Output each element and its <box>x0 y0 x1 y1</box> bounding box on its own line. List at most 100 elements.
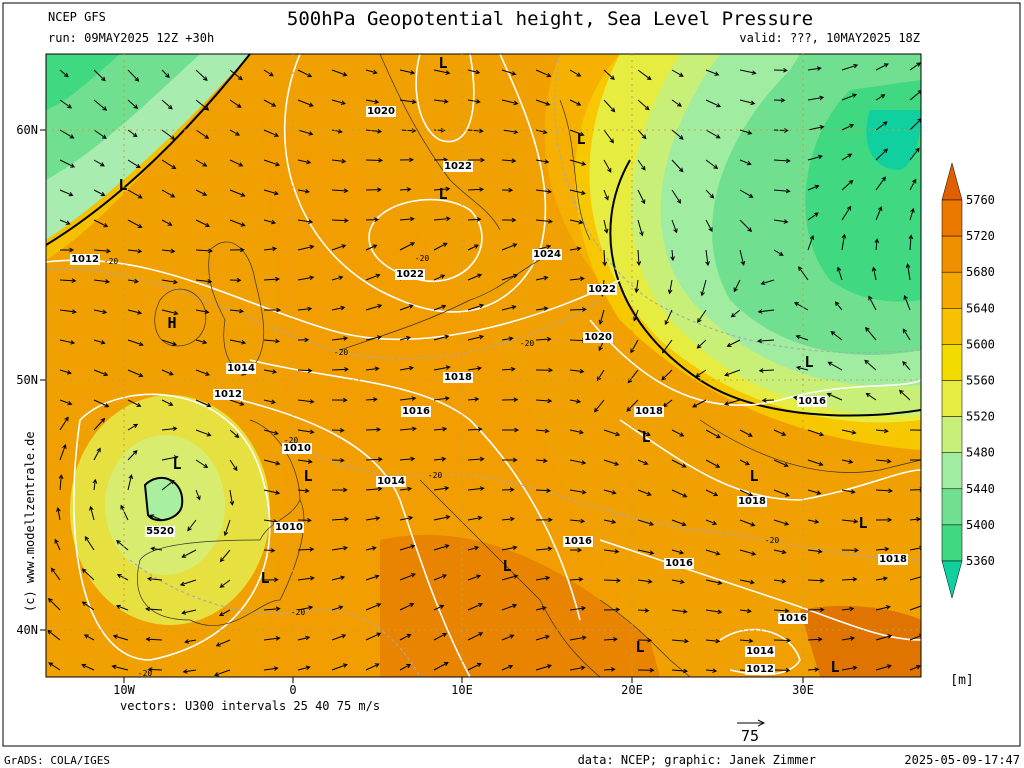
wind-arrow <box>150 546 163 552</box>
wind-arrow <box>331 305 346 311</box>
wind-arrow <box>875 576 888 581</box>
wind-arrow <box>467 303 485 311</box>
pressure-label: 1016 <box>779 613 807 624</box>
wind-arrow <box>365 335 382 341</box>
wind-arrow <box>297 244 315 251</box>
wind-arrow <box>229 99 242 108</box>
wind-arrow <box>59 69 69 78</box>
wind-arrow <box>865 326 877 341</box>
wind-arrow <box>723 399 741 406</box>
wind-arrow <box>93 399 110 408</box>
pressure-label-box <box>443 372 473 383</box>
temperature-label: -20 <box>415 254 430 263</box>
pressure-center: L <box>830 658 839 676</box>
wind-arrow <box>81 663 95 671</box>
wind-arrow <box>739 189 754 198</box>
wind-arrow <box>93 129 107 139</box>
wind-arrow <box>365 516 381 521</box>
wind-arrow <box>695 369 707 378</box>
wind-arrow <box>115 604 129 611</box>
wind-arrow <box>47 597 61 611</box>
wind-arrow <box>535 488 552 493</box>
wind-arrow <box>59 278 77 284</box>
wind-arrow <box>827 361 843 371</box>
wind-arrow <box>229 429 240 438</box>
wind-arrow <box>399 335 411 341</box>
wind-arrow <box>501 336 514 342</box>
wind-arrow <box>569 276 585 282</box>
wind-arrow <box>127 450 138 461</box>
wind-arrow <box>467 187 485 192</box>
wind-arrow <box>263 189 279 196</box>
wind-arrow <box>671 579 685 585</box>
wind-arrow <box>841 63 859 71</box>
wind-arrow <box>757 338 775 344</box>
wind-arrow <box>603 129 614 144</box>
wind-arrow <box>399 304 414 311</box>
wind-arrow <box>263 159 281 167</box>
wind-arrow <box>637 489 652 496</box>
wind-arrow <box>195 219 211 227</box>
wind-arrow <box>908 234 914 251</box>
wind-arrow <box>297 69 313 78</box>
wind-arrow <box>229 459 238 472</box>
pressure-label-box <box>401 406 431 417</box>
wind-arrow <box>807 549 823 554</box>
wind-arrow <box>263 459 281 466</box>
pressure-label-box <box>532 249 562 260</box>
pressure-label-box <box>878 554 908 565</box>
wind-arrow <box>263 548 276 553</box>
wind-arrow <box>229 189 246 197</box>
wind-arrow <box>263 666 279 671</box>
wind-arrow <box>773 459 789 467</box>
temperature-label: -20 <box>428 471 443 480</box>
wind-arrow <box>93 159 105 167</box>
wind-arrow <box>841 123 855 131</box>
wind-arrow <box>661 369 673 381</box>
wind-arrow <box>535 336 552 342</box>
wind-arrow <box>626 399 639 412</box>
wind-arrow <box>909 576 921 581</box>
pressure-label-box <box>737 496 767 507</box>
wind-arrow <box>433 604 445 611</box>
wind-arrow <box>773 429 787 436</box>
pressure-label: 1022 <box>444 161 472 172</box>
wind-arrow <box>875 634 893 641</box>
pressure-label-box <box>745 664 775 675</box>
wind-arrow <box>331 367 350 372</box>
wind-arrow <box>331 188 349 194</box>
pressure-center: L <box>260 569 269 587</box>
wind-arrow <box>93 248 111 254</box>
wind-arrow <box>219 579 231 588</box>
wind-arrow <box>733 279 741 293</box>
wind-arrow <box>93 99 108 111</box>
wind-arrow <box>757 309 775 314</box>
wind-arrow <box>535 129 548 135</box>
wind-arrow <box>569 159 587 166</box>
wind-arrow <box>161 399 174 406</box>
wind-arrow <box>331 605 344 611</box>
wind-arrow <box>569 635 587 641</box>
wind-arrow <box>807 66 822 71</box>
wind-arrow <box>59 369 72 375</box>
wind-arrow <box>331 69 348 77</box>
colorbar-cap <box>941 162 963 201</box>
wind-arrow <box>705 668 718 674</box>
wind-arrow <box>667 279 673 295</box>
wind-arrow <box>399 426 417 432</box>
wind-arrow <box>331 218 349 223</box>
colorbar-segment <box>941 380 963 417</box>
wind-arrow <box>501 243 518 251</box>
wind-arrow <box>594 399 605 413</box>
wind-arrow <box>671 519 687 527</box>
wind-arrow <box>671 189 682 204</box>
wind-arrow <box>501 366 516 372</box>
wind-arrow <box>697 309 707 324</box>
wind-arrow <box>705 189 715 199</box>
wind-arrow <box>535 159 550 164</box>
wind-arrow <box>637 519 655 526</box>
wind-arrow <box>807 429 825 437</box>
wind-arrow <box>59 416 69 431</box>
colorbar-unit: [m] <box>950 673 973 688</box>
wind-arrow <box>909 62 921 71</box>
